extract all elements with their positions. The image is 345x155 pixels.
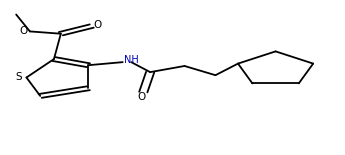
Text: O: O <box>94 20 102 30</box>
Text: NH: NH <box>125 55 139 65</box>
Text: O: O <box>20 26 28 36</box>
Text: O: O <box>137 93 146 102</box>
Text: S: S <box>16 72 22 82</box>
